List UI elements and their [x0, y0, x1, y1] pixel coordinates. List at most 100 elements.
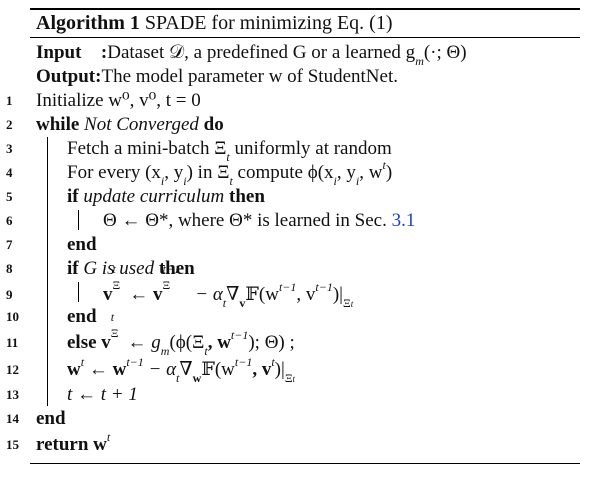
- algo-line-8: 8 if G is used then: [0, 257, 611, 281]
- then-keyword: then: [229, 186, 265, 207]
- algo-line-12: 12 wt ← wt−1 − αt∇w𝔽(wt−1, vt)|Ξt: [0, 354, 611, 385]
- sub-w: w: [192, 370, 202, 385]
- sup-t-1: t−1: [230, 327, 249, 342]
- else-keyword: else: [67, 332, 97, 353]
- sub-i: i: [160, 173, 165, 188]
- do-keyword: do: [203, 114, 224, 135]
- sup-t-1: t−1: [278, 279, 297, 294]
- comma-v: , v: [252, 359, 272, 380]
- end-keyword: end: [67, 234, 97, 255]
- sub-v: v: [239, 295, 246, 310]
- line-6-text: Θ ← Θ*, where Θ* is learned in Sec.: [103, 210, 392, 231]
- nabla: ∇: [226, 284, 240, 305]
- sub-i: i: [333, 173, 337, 188]
- while-block-bar: [47, 137, 48, 406]
- assign-v: ← v: [124, 284, 163, 305]
- if-condition: G is used: [83, 258, 155, 279]
- input-tail: (·; Θ): [423, 42, 467, 63]
- if-keyword: if: [67, 186, 79, 207]
- end-keyword: end: [36, 408, 66, 429]
- f-of-w: 𝔽(w: [245, 284, 279, 305]
- line-number: 8: [6, 261, 13, 276]
- algo-line-2: 2 while Not Converged do: [0, 113, 611, 137]
- algorithm-title: Algorithm 1 SPADE for minimizing Eq. (1): [0, 11, 611, 35]
- sub-xi: Ξ: [342, 295, 351, 310]
- sup-t: t: [80, 354, 85, 369]
- line-3-sub: t: [226, 149, 230, 164]
- input-text: Dataset 𝒟, a predefined G or a learned g: [107, 42, 416, 63]
- sup-t: t: [382, 157, 386, 172]
- algo-line-13: 13 t ← t + 1: [0, 383, 611, 407]
- line-number: 4: [6, 165, 13, 180]
- w-symbol: w: [67, 359, 81, 380]
- end-keyword: end: [67, 306, 97, 327]
- if-block-bar: [78, 210, 79, 230]
- sub-t: t: [229, 173, 233, 188]
- line-4-part: , y: [336, 162, 356, 183]
- then-keyword: then: [158, 258, 195, 279]
- line-number: 5: [6, 189, 13, 204]
- assign-w: ← w: [84, 359, 127, 380]
- section-link[interactable]: 3.1: [391, 210, 416, 231]
- line-1-text: Initialize w⁰, v⁰, t = 0: [36, 90, 201, 111]
- restrict: )|: [274, 359, 285, 380]
- sup-t-1: t−1: [315, 279, 333, 294]
- algo-line-15: 15 return wt: [0, 429, 611, 457]
- sub-t: t: [176, 370, 180, 385]
- algo-line-7: 7 end: [0, 233, 611, 257]
- line-4-part: ) in Ξ: [186, 162, 230, 183]
- line-number: 10: [6, 309, 19, 324]
- nabla: ∇: [179, 359, 193, 380]
- line-number: 13: [6, 387, 19, 402]
- line-13-text: t ← t + 1: [67, 384, 138, 405]
- output-label: Output: [36, 66, 96, 87]
- top-rule: [30, 8, 580, 10]
- output-text: The model parameter w of StudentNet.: [101, 66, 398, 87]
- algorithm-label: Algorithm 1: [36, 12, 140, 34]
- output-line: Output:The model parameter w of StudentN…: [0, 65, 611, 89]
- v-symbol: v: [103, 284, 113, 305]
- sup-t-1: t−1: [234, 354, 253, 369]
- while-condition: Not Converged: [84, 114, 199, 135]
- line-number: 2: [6, 117, 13, 132]
- line-4-part: , y: [164, 162, 184, 183]
- if-condition: update curriculum: [83, 186, 225, 207]
- sub-t: t: [350, 298, 354, 309]
- algo-line-1: 1 Initialize w⁰, v⁰, t = 0: [0, 89, 611, 113]
- sup-t: t: [106, 429, 111, 444]
- if-keyword: if: [67, 258, 79, 279]
- line-number: 1: [6, 93, 13, 108]
- close-theta: ); Θ) ;: [248, 332, 295, 353]
- algo-line-4: 4 For every (xi, yi) in Ξt compute ϕ(xi,…: [0, 157, 611, 188]
- input-line: Input :Dataset 𝒟, a predefined G or a le…: [0, 41, 611, 68]
- comma-v: , v: [296, 284, 316, 305]
- line-number: 11: [6, 335, 19, 350]
- line-4-part: ): [385, 162, 393, 183]
- return-keyword: return: [36, 434, 89, 455]
- sub-i: i: [183, 173, 187, 188]
- line-3-text: Fetch a mini-batch Ξ: [67, 138, 227, 159]
- if-block-bar: [78, 282, 79, 302]
- sub-t: t: [292, 373, 296, 384]
- sub-t: t: [204, 343, 208, 358]
- input-label: Input: [36, 42, 82, 63]
- line-4-part: compute ϕ(x: [232, 162, 334, 183]
- algorithm-title-text: SPADE for minimizing Eq. (1): [144, 12, 393, 34]
- comma-w: , w: [207, 332, 231, 353]
- line-number: 7: [6, 237, 13, 252]
- line-number: 15: [6, 437, 19, 452]
- restrict: )|: [332, 284, 343, 305]
- line-number: 6: [6, 213, 13, 228]
- algo-line-10: 10 end: [0, 305, 611, 329]
- line-3-tail: uniformly at random: [229, 138, 392, 159]
- v-symbol: v: [101, 332, 111, 353]
- line-number: 9: [6, 287, 13, 302]
- sup-t-1: t−1: [126, 354, 144, 369]
- input-sub: m: [415, 53, 424, 68]
- sub-t: t: [222, 295, 227, 310]
- line-number: 14: [6, 411, 19, 426]
- sub-m: m: [160, 343, 170, 358]
- sub-xi: Ξ: [284, 370, 293, 385]
- algo-line-3: 3 Fetch a mini-batch Ξt uniformly at ran…: [0, 137, 611, 164]
